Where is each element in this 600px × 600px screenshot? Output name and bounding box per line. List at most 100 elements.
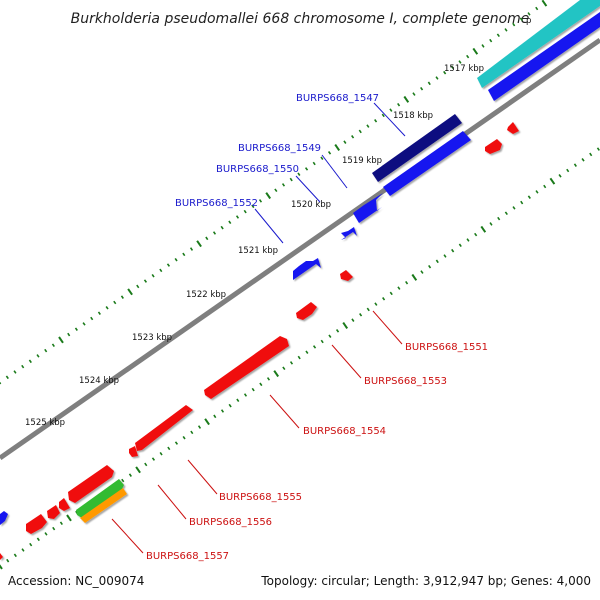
minor-tick (405, 280, 409, 285)
minor-tick (351, 318, 355, 322)
minor-tick (382, 297, 386, 301)
gene-burps668-1553[interactable] (296, 302, 317, 320)
gene-label-burps668-1549[interactable]: BURPS668_1549 (238, 143, 321, 154)
tick-label: 1525 kbp (25, 418, 65, 428)
minor-tick (374, 119, 378, 123)
minor-tick (519, 17, 523, 21)
major-tick (480, 225, 487, 233)
gene-burps668-1551[interactable] (340, 270, 353, 281)
gene-burps668-1547[interactable] (372, 114, 462, 182)
minor-tick (297, 172, 301, 176)
minor-tick (51, 343, 55, 348)
minor-tick (527, 12, 531, 16)
minor-tick (512, 22, 516, 27)
minor-tick (21, 548, 25, 552)
gene-red-large-left[interactable] (68, 465, 114, 503)
minor-tick (144, 462, 148, 467)
gene-burps668-1549[interactable] (383, 131, 471, 196)
minor-tick (458, 60, 462, 64)
reverse-strand-genes (0, 122, 519, 560)
major-tick (265, 192, 272, 200)
gene-label-burps668-1557[interactable]: BURPS668_1557 (146, 551, 229, 562)
minor-tick (236, 398, 240, 403)
minor-tick (389, 291, 393, 296)
minor-tick (243, 393, 248, 397)
gene-red-small-5[interactable] (0, 553, 3, 560)
gene-burps668-1555[interactable] (135, 405, 193, 451)
minor-tick (327, 151, 332, 155)
minor-tick (258, 199, 263, 203)
major-tick (273, 370, 280, 378)
gene-label-burps668-1547[interactable]: BURPS668_1547 (296, 93, 379, 104)
gene-blue-mid[interactable] (293, 258, 321, 280)
major-tick (127, 288, 133, 296)
gene-burps668-1557[interactable] (80, 488, 127, 523)
minor-tick (159, 451, 163, 456)
minor-tick (359, 313, 363, 317)
minor-tick (535, 6, 539, 11)
minor-tick (0, 381, 2, 385)
tick-label: 1519 kbp (342, 156, 382, 166)
major-tick (334, 144, 341, 151)
gene-label-burps668-1552[interactable]: BURPS668_1552 (175, 198, 258, 209)
forward-strand-genes (0, 0, 600, 525)
tick-label: 1524 kbp (79, 376, 119, 386)
minor-tick (220, 409, 225, 413)
minor-tick (52, 526, 56, 531)
tick-labels: 1517 kbp 1518 kbp 1519 kbp 1520 kbp 1521… (25, 16, 531, 428)
minor-tick (166, 263, 171, 267)
minor-tick (543, 184, 547, 189)
minor-tick (282, 366, 286, 371)
minor-tick (458, 243, 462, 248)
gene-burps668-1556[interactable] (76, 479, 124, 518)
minor-tick (320, 339, 324, 344)
minor-tick (182, 435, 186, 440)
gene-label-burps668-1553[interactable]: BURPS668_1553 (364, 376, 447, 387)
minor-tick (159, 268, 163, 273)
minor-tick (74, 327, 78, 331)
minor-tick (481, 44, 485, 48)
gene-label-burps668-1555[interactable]: BURPS668_1555 (219, 492, 302, 503)
gene-cyan-top[interactable] (477, 0, 600, 88)
minor-tick (435, 76, 439, 80)
gene-label-burps668-1551[interactable]: BURPS668_1551 (405, 342, 488, 353)
minor-tick (489, 38, 493, 43)
minor-tick (289, 177, 293, 182)
gene-burps668-1552[interactable] (341, 227, 357, 240)
inner-tick-ring (0, 147, 600, 570)
minor-tick (504, 211, 508, 216)
minor-tick (266, 377, 271, 381)
minor-tick (381, 113, 385, 118)
gene-labels: BURPS668_1547 BURPS668_1549 BURPS668_155… (146, 93, 488, 562)
gene-red-right-2[interactable] (485, 139, 502, 154)
minor-tick (428, 264, 432, 269)
gene-blue-left-edge[interactable] (0, 511, 8, 525)
gene-blue-top[interactable] (488, 12, 600, 101)
minor-tick (320, 156, 324, 160)
minor-tick (174, 441, 179, 445)
minor-tick (305, 350, 309, 354)
leader-burps668-1547 (373, 102, 406, 137)
gene-red-small-4[interactable] (26, 514, 47, 534)
minor-tick (397, 286, 401, 290)
minor-tick (6, 558, 10, 563)
gene-label-burps668-1556[interactable]: BURPS668_1556 (189, 517, 272, 528)
gene-label-burps668-1550[interactable]: BURPS668_1550 (216, 164, 299, 175)
major-tick (541, 0, 548, 7)
minor-tick (443, 70, 447, 75)
gene-burps668-1554[interactable] (204, 336, 289, 399)
gene-burps668-1550[interactable] (353, 193, 383, 223)
minor-tick (451, 248, 455, 253)
gene-label-burps668-1554[interactable]: BURPS668_1554 (303, 426, 386, 437)
gene-red-small-2[interactable] (59, 498, 70, 511)
gene-red-small-1[interactable] (129, 446, 138, 457)
minor-tick (113, 300, 117, 305)
gene-red-small-3[interactable] (47, 505, 60, 519)
minor-tick (13, 553, 17, 558)
leader-burps668-1552 (254, 208, 284, 244)
minor-tick (397, 102, 401, 107)
minor-tick (389, 108, 393, 112)
major-tick (549, 177, 556, 185)
minor-tick (189, 247, 194, 251)
gene-red-right-1[interactable] (507, 122, 519, 134)
